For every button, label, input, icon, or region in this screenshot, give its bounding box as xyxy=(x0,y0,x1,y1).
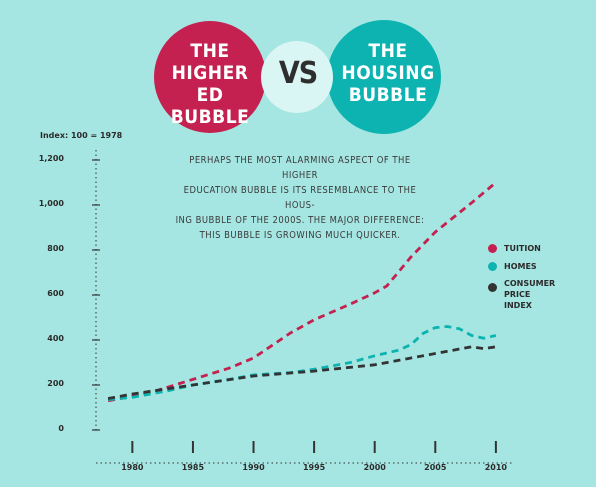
x-tick-label: 1995 xyxy=(302,463,326,472)
title-line: THE xyxy=(368,40,408,62)
legend-label: CONSUMER PRICE INDEX xyxy=(504,278,555,311)
y-axis-label: Index: 100 = 1978 xyxy=(40,131,123,140)
annotation-line: PERHAPS THE MOST ALARMING ASPECT OF THE … xyxy=(189,155,411,181)
higher-ed-circle xyxy=(154,21,266,133)
higher-ed-bubble-title: THE HIGHER ED BUBBLE xyxy=(158,40,262,128)
y-tick-label: 600 xyxy=(47,289,64,298)
y-tick-label: 200 xyxy=(47,379,64,388)
series-line-homes xyxy=(107,325,497,401)
legend-marker xyxy=(488,244,497,253)
title-line: HIGHER ED xyxy=(171,62,249,106)
legend-marker xyxy=(488,262,497,271)
overlap-circle xyxy=(261,41,333,113)
venn-diagram xyxy=(154,20,441,134)
annotation-line: EDUCATION BUBBLE IS ITS RESEMBLANCE TO T… xyxy=(183,185,417,211)
legend-label-line: HOMES xyxy=(504,262,537,271)
title-line: THE xyxy=(190,40,230,62)
legend-label-line: INDEX xyxy=(504,301,532,310)
legend-label: TUITION xyxy=(504,243,541,254)
y-tick-label: 1,000 xyxy=(38,199,64,208)
x-tick-label: 2000 xyxy=(363,463,386,472)
title-line: HOUSING xyxy=(341,62,435,84)
x-tick-label: 1980 xyxy=(121,463,144,472)
legend-label-line: PRICE xyxy=(504,290,531,299)
legend-label-line: TUITION xyxy=(504,244,541,253)
legend-label-line: CONSUMER xyxy=(504,279,556,288)
y-tick-label: 400 xyxy=(47,334,64,343)
y-tick-label: 0 xyxy=(58,424,64,433)
series-line-consumer-price-index xyxy=(107,345,497,400)
title-line: BUBBLE xyxy=(348,84,428,106)
vs-label: VS xyxy=(278,56,318,91)
x-tick-label: 1990 xyxy=(242,463,265,472)
x-tick-label: 1985 xyxy=(181,463,205,472)
x-tick-label: 2010 xyxy=(484,463,507,472)
annotation-line: THIS BUBBLE IS GROWING MUCH QUICKER. xyxy=(199,230,401,241)
annotation-line: ING BUBBLE OF THE 2000S. THE MAJOR DIFFE… xyxy=(175,215,425,226)
housing-circle xyxy=(327,20,441,134)
series-line-tuition xyxy=(107,181,497,403)
x-tick-label: 2005 xyxy=(424,463,447,472)
y-tick-label: 800 xyxy=(47,244,64,253)
housing-bubble-title: THE HOUSING BUBBLE xyxy=(336,40,440,106)
title-line: BUBBLE xyxy=(170,106,250,128)
annotation-text: PERHAPS THE MOST ALARMING ASPECT OF THE … xyxy=(172,153,428,243)
y-tick-label: 1,200 xyxy=(38,154,64,163)
legend-marker xyxy=(488,283,497,292)
legend-label: HOMES xyxy=(504,261,537,272)
